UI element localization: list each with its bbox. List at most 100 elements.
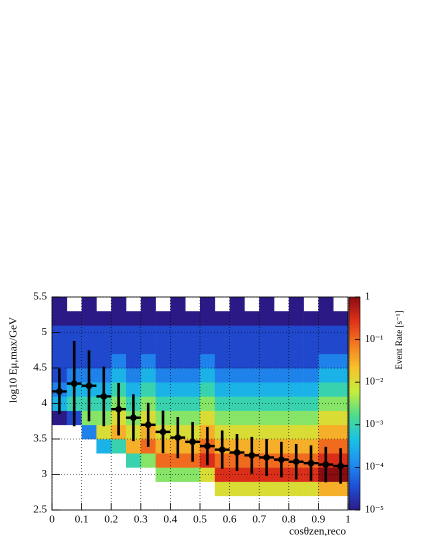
y-tick-label: 5.5 [33,291,47,303]
heatmap-cell [259,382,275,397]
heatmap-cell [126,368,142,383]
heatmap-cell [214,311,230,326]
heatmap-cell [303,382,319,397]
heatmap-cell [318,382,334,397]
heatmap-cell [259,368,275,383]
heatmap-cell [274,353,290,369]
heatmap-cell [259,297,275,312]
colorbar-tick-label: 10⁻³ [365,419,383,430]
heatmap-cell [140,368,156,383]
heatmap-cell [318,311,334,326]
heatmap-cell [140,353,156,369]
heatmap-cell [333,410,349,426]
x-tick-label: 0.3 [134,514,148,526]
profile-point [307,459,315,467]
y-tick-label: 3 [42,468,48,480]
heatmap-cell [111,368,127,383]
heatmap-cell [288,481,304,497]
y-tick-label: 4.5 [33,362,47,374]
heatmap-cell [288,368,304,383]
heatmap-cell [200,339,216,355]
heatmap-cell [333,382,349,397]
heatmap-cell [96,339,112,355]
heatmap-cell [303,396,319,411]
heatmap-cell [185,368,201,383]
colorbar-tick-label: 1 [365,291,370,302]
heatmap-cell [259,339,275,355]
heatmap-cell [229,353,245,369]
heatmap-cell [200,353,216,369]
profile-point [144,421,152,429]
x-tick-label: 0.7 [252,514,266,526]
heatmap-cell [303,325,319,340]
heatmap-cell [214,325,230,340]
x-tick-label: 0.6 [223,514,237,526]
heatmap-cell [274,368,290,383]
heatmap-cell [170,353,186,369]
heatmap-cell [288,424,304,440]
heatmap-cell [214,410,230,426]
profile-point [218,446,226,453]
heatmap-cell [229,467,245,482]
heatmap-cell [170,396,186,411]
colorbar-tick-label: 10⁻⁴ [365,462,384,473]
heatmap-cell [155,453,171,468]
heatmap-cell [126,439,142,454]
x-axis-title: cosθzen,reco [289,526,346,538]
heatmap-cell [244,410,260,426]
heatmap-cell [155,382,171,397]
heatmap-cell [318,424,334,440]
heatmap-cell [274,481,290,497]
heatmap-cell [140,453,156,468]
heatmap-cell [244,481,260,497]
heatmap-cell [303,368,319,383]
heatmap-cell [288,297,304,312]
heatmap-cell [81,297,97,312]
y-tick-label: 5 [42,326,48,338]
heatmap-cell [288,410,304,426]
heatmap-cell [244,396,260,411]
heatmap-cell [318,410,334,426]
heatmap-cell [126,311,142,326]
heatmap-cell [111,297,127,312]
overlay [51,296,349,511]
heatmap-cell [185,325,201,340]
heatmap-cell [111,439,127,454]
profile-point [292,458,300,466]
heatmap-cell [214,368,230,383]
heatmap-cell [303,353,319,369]
heatmap-cell [318,368,334,383]
heatmap-cell [155,353,171,369]
heatmap-cell [185,396,201,411]
heatmap [52,297,349,497]
profile-point [233,449,241,456]
heatmap-cell [214,481,230,497]
y-tick-label: 4 [42,397,48,409]
heatmap-cell [111,339,127,355]
heatmap-cell [81,339,97,355]
heatmap-cell [52,353,68,369]
heatmap-cell [333,481,349,497]
heatmap-cell [229,368,245,383]
colorbar-tick-label: 10⁻² [365,376,383,387]
heatmap-cell [52,410,68,426]
profile-point [204,442,211,450]
heatmap-cell [200,368,216,383]
heatmap-cell [318,353,334,369]
heatmap-cell [229,311,245,326]
heatmap-cell [229,396,245,411]
heatmap-cell [244,382,260,397]
heatmap-cell [200,297,216,312]
heatmap-cell [170,297,186,312]
heatmap-cell [244,325,260,340]
heatmap-cell [229,297,245,312]
heatmap-cell [200,396,216,411]
heatmap-cell [259,396,275,411]
x-tick-label: 0.1 [75,514,89,526]
x-tick-label: 0.8 [282,514,296,526]
heatmap-cell [185,410,201,426]
heatmap-cell [303,339,319,355]
profile-point [56,388,63,395]
heatmap-cell [170,325,186,340]
heatmap-cell [214,396,230,411]
